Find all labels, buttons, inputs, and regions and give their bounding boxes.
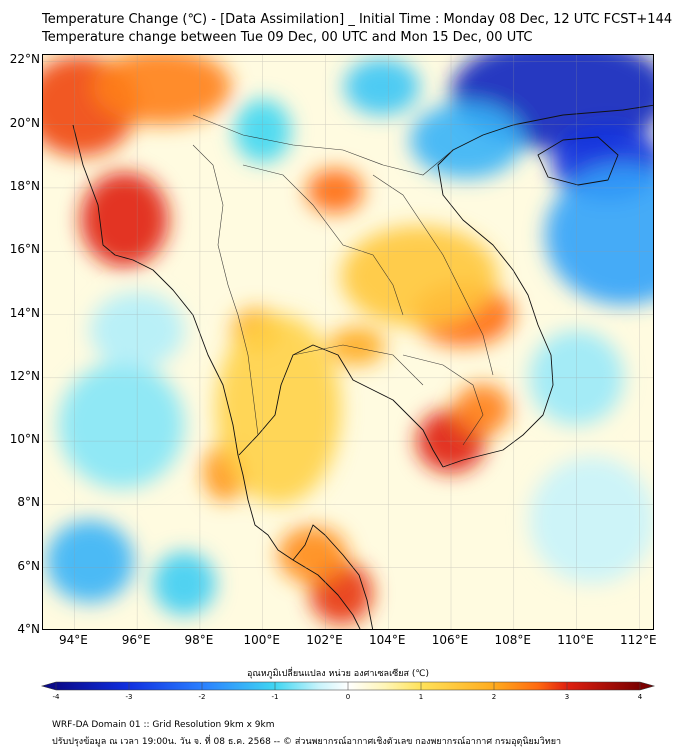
longitude-tick-label: 96°E (121, 633, 151, 647)
border-thailand-laos (242, 164, 404, 316)
footer-model-info: WRF-DA Domain 01 :: Grid Resolution 9km … (52, 720, 275, 730)
temperature-field-map (43, 55, 653, 629)
longitude-tick-label: 106°E (431, 633, 469, 647)
field-anomaly-13 (215, 314, 342, 505)
longitude-tick-label: 104°E (368, 633, 406, 647)
latitude-tick-label: 12°N (9, 368, 40, 383)
field-anomaly-3 (306, 168, 364, 214)
field-anomaly-7 (454, 384, 511, 435)
map-plot-area[interactable] (42, 54, 654, 630)
coastline-vietnam (437, 104, 653, 468)
latitude-tick-label: 20°N (9, 115, 40, 130)
map-title: Temperature Change (℃) - [Data Assimilat… (42, 12, 673, 27)
colorbar-tick-label: -3 (125, 693, 133, 701)
field-anomaly-11 (278, 526, 348, 584)
colorbar-tick-label: -2 (198, 693, 206, 701)
latitude-tick-label: 14°N (9, 305, 40, 320)
field-anomaly-23 (529, 330, 624, 426)
field-anomaly-5 (328, 327, 386, 366)
colorbar-tick-label: 2 (491, 693, 497, 701)
latitude-tick-label: 16°N (9, 242, 40, 257)
border-myanmar-thailand (192, 144, 259, 436)
colorbar-label: อุณหภูมิเปลี่ยนแปลง หน่วย องศาเซลเซียส (… (246, 669, 430, 679)
colorbar-tick-label: 1 (418, 693, 424, 701)
latitude-tick-label: 8°N (17, 495, 40, 510)
field-anomaly-12 (341, 225, 499, 328)
map-subtitle: Temperature change between Tue 09 Dec, 0… (42, 30, 533, 45)
latitude-tick-label: 18°N (9, 178, 40, 193)
coastline-mainland (72, 124, 361, 629)
border-cambodia-vietnam (402, 354, 484, 446)
field-anomaly-17 (410, 102, 524, 179)
field-anomaly-1 (93, 55, 232, 125)
colorbar-tick-label: -1 (271, 693, 279, 701)
field-anomaly-25 (90, 292, 185, 369)
longitude-tick-label: 110°E (557, 633, 594, 647)
colorbar (40, 681, 656, 691)
field-anomaly-24 (529, 456, 653, 584)
footer-credit: ปรับปรุงข้อมูล ณ เวลา 19:00น. วัน จ. ที่… (52, 737, 562, 747)
coastline-malay-east (292, 524, 374, 629)
latitude-tick-label: 6°N (17, 558, 40, 573)
coastline-gulf-west (238, 344, 444, 468)
field-anomaly-22 (58, 361, 185, 489)
colorbar-tick-label: 4 (637, 693, 643, 701)
longitude-tick-label: 100°E (243, 633, 280, 647)
border-laos-vietnam (372, 174, 494, 376)
field-anomaly-2 (80, 172, 169, 268)
coastline-hainan (537, 136, 619, 186)
longitude-tick-label: 112°E (620, 633, 657, 647)
latitude-tick-label: 22°N (9, 52, 40, 67)
latitude-tick-label: 10°N (9, 432, 40, 447)
longitude-tick-label: 108°E (494, 633, 532, 647)
field-anomaly-18 (344, 58, 420, 116)
colorbar-tick-label: -4 (52, 693, 60, 701)
field-anomaly-19 (234, 99, 291, 163)
colorbar-tick-label: 0 (345, 693, 351, 701)
border-china-south (192, 114, 454, 176)
colorbar-tick-label: 3 (564, 693, 570, 701)
longitude-tick-label: 94°E (58, 633, 88, 647)
longitude-tick-label: 98°E (184, 633, 214, 647)
border-thailand-cambodia (292, 344, 424, 386)
latitude-tick-label: 4°N (17, 622, 40, 636)
longitude-tick-label: 102°E (306, 633, 343, 647)
field-anomaly-21 (152, 551, 216, 616)
field-anomaly-20 (46, 520, 135, 603)
field-anomaly-16 (545, 165, 653, 306)
